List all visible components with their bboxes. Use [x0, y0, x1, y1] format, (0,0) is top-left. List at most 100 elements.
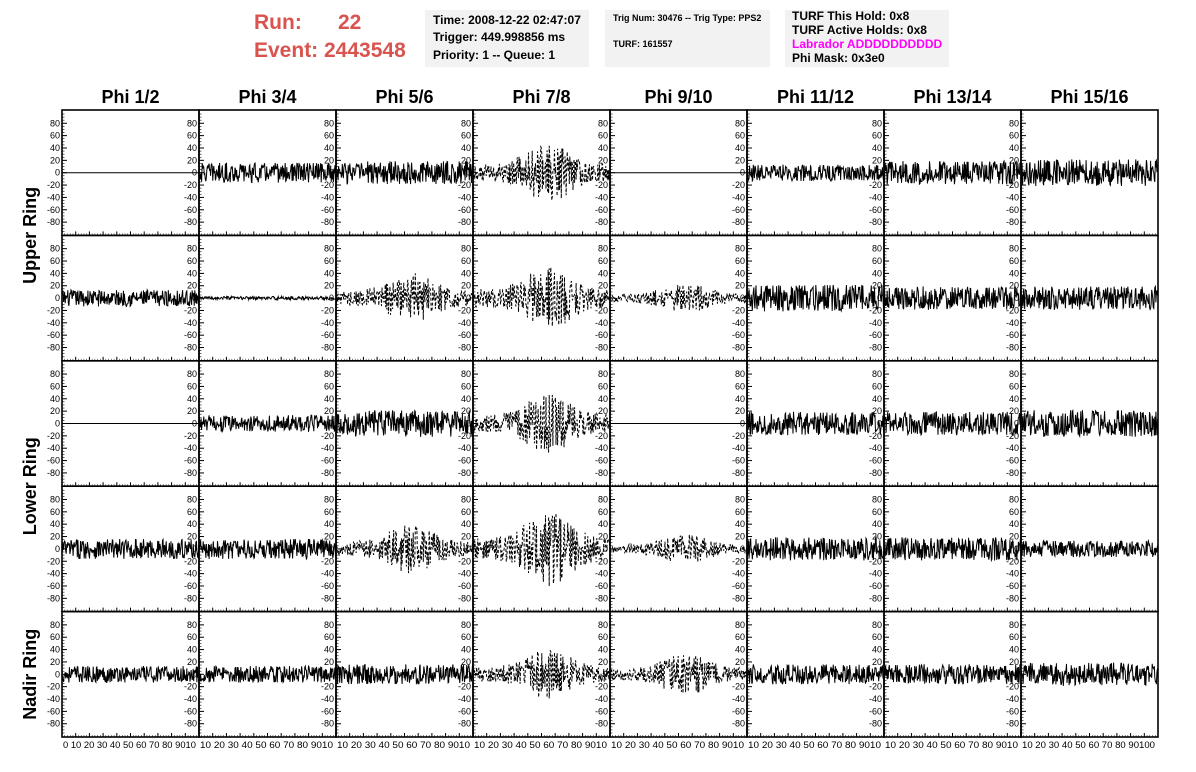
y-tick-label: 40 [187, 394, 197, 404]
waveform-line [1020, 662, 1159, 687]
y-tick-label: -20 [458, 682, 471, 692]
y-tick-label: 80 [735, 369, 745, 379]
x-tick-labels: 10 20 30 40 50 60 70 80 9010 [885, 740, 1018, 751]
y-tick-label: 20 [872, 155, 882, 165]
waveform-line [472, 145, 611, 201]
y-tick-label: -40 [732, 192, 745, 202]
y-tick-label: 0 [740, 544, 745, 554]
y-tick-label: -60 [184, 205, 197, 215]
y-tick-label: 60 [598, 131, 608, 141]
y-tick-label: 0 [740, 293, 745, 303]
y-tick-label: 80 [50, 244, 60, 254]
y-tick-label: -40 [732, 318, 745, 328]
y-tick-label: 80 [735, 620, 745, 630]
y-tick-label: -60 [732, 706, 745, 716]
y-tick-label: -20 [321, 682, 334, 692]
y-tick-label: 20 [1009, 406, 1019, 416]
y-tick-label: -80 [184, 468, 197, 478]
x-tick-labels: 10 20 30 40 50 60 70 80 9010 [337, 740, 470, 751]
ring-label: Upper Ring [20, 187, 40, 284]
y-tick-label: 20 [735, 155, 745, 165]
y-tick-label: -40 [47, 694, 60, 704]
y-tick-label: -60 [47, 581, 60, 591]
y-tick-label: 80 [598, 494, 608, 504]
y-tick-label: -60 [732, 205, 745, 215]
y-tick-label: 0 [1014, 168, 1019, 178]
y-tick-label: 60 [461, 256, 471, 266]
y-tick-label: -60 [595, 706, 608, 716]
waveform-line [746, 411, 885, 436]
y-tick-label: 40 [1009, 519, 1019, 529]
y-tick-label: 20 [735, 281, 745, 291]
x-tick-labels: 10 20 30 40 50 60 70 80 9010 [474, 740, 607, 751]
trigger-info-box [425, 10, 589, 67]
y-tick-label: 20 [324, 532, 334, 542]
y-tick-label: -40 [732, 694, 745, 704]
y-tick-label: 60 [872, 256, 882, 266]
y-tick-label: 60 [324, 507, 334, 517]
waveform-line [883, 410, 1022, 437]
y-tick-label: 0 [192, 419, 197, 429]
y-tick-label: -40 [47, 318, 60, 328]
y-tick-label: 20 [50, 532, 60, 542]
y-tick-label: -40 [869, 318, 882, 328]
y-tick-label: -80 [869, 719, 882, 729]
y-tick-label: -20 [47, 682, 60, 692]
waveform-line [472, 513, 611, 587]
y-tick-label: -80 [595, 468, 608, 478]
y-tick-label: -60 [732, 456, 745, 466]
y-tick-label: -80 [184, 343, 197, 353]
y-tick-label: 60 [187, 632, 197, 642]
waveform-line [198, 294, 337, 302]
y-tick-label: -20 [458, 180, 471, 190]
waveform-line [335, 525, 474, 574]
y-tick-label: 80 [187, 620, 197, 630]
y-tick-label: 80 [598, 369, 608, 379]
y-tick-label: 40 [598, 645, 608, 655]
y-tick-label: 60 [598, 632, 608, 642]
y-tick-label: 0 [603, 168, 608, 178]
y-tick-label: 0 [603, 544, 608, 554]
y-tick-label: 20 [735, 406, 745, 416]
waveform-line [198, 664, 337, 684]
y-tick-label: -80 [184, 719, 197, 729]
y-tick-label: -60 [47, 706, 60, 716]
y-tick-label: 80 [324, 244, 334, 254]
y-tick-label: -40 [869, 694, 882, 704]
y-tick-label: -60 [595, 330, 608, 340]
y-tick-label: 20 [1009, 657, 1019, 667]
y-tick-label: 0 [55, 168, 60, 178]
y-tick-label: -40 [595, 318, 608, 328]
y-tick-label: 60 [1009, 632, 1019, 642]
column-title: Phi 1/2 [101, 87, 159, 107]
y-tick-label: 60 [50, 507, 60, 517]
y-tick-label: -80 [595, 343, 608, 353]
y-tick-label: 40 [187, 519, 197, 529]
y-tick-label: 20 [324, 657, 334, 667]
y-tick-label: -20 [184, 556, 197, 566]
y-tick-label: -20 [184, 180, 197, 190]
y-tick-label: 20 [324, 406, 334, 416]
y-tick-label: 20 [1009, 532, 1019, 542]
run-label: Run: [254, 11, 302, 34]
column-title: Phi 5/6 [375, 87, 433, 107]
y-tick-label: 60 [598, 256, 608, 266]
y-tick-label: -60 [595, 205, 608, 215]
y-tick-label: -60 [321, 706, 334, 716]
y-tick-label: 80 [461, 620, 471, 630]
waveform-line [746, 663, 885, 685]
y-tick-label: -80 [1006, 719, 1019, 729]
column-title: Phi 15/16 [1050, 87, 1128, 107]
y-tick-label: -20 [1006, 556, 1019, 566]
y-tick-label: 20 [735, 532, 745, 542]
y-tick-label: 80 [187, 369, 197, 379]
y-tick-label: 40 [461, 645, 471, 655]
y-tick-label: 80 [50, 118, 60, 128]
y-tick-label: 40 [50, 519, 60, 529]
y-tick-label: 40 [735, 268, 745, 278]
y-tick-label: -40 [732, 569, 745, 579]
y-tick-label: -60 [458, 456, 471, 466]
y-tick-label: -20 [1006, 431, 1019, 441]
y-tick-label: 40 [1009, 645, 1019, 655]
